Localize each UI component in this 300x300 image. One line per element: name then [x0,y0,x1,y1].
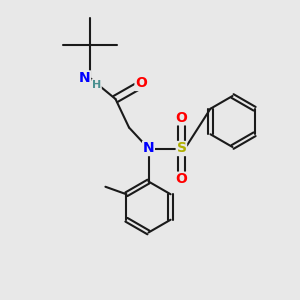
Text: N: N [143,142,154,155]
Text: N: N [79,71,90,85]
Text: H: H [92,80,101,90]
Text: O: O [135,76,147,90]
Text: O: O [176,111,188,124]
Text: O: O [176,172,188,186]
Text: S: S [176,142,187,155]
